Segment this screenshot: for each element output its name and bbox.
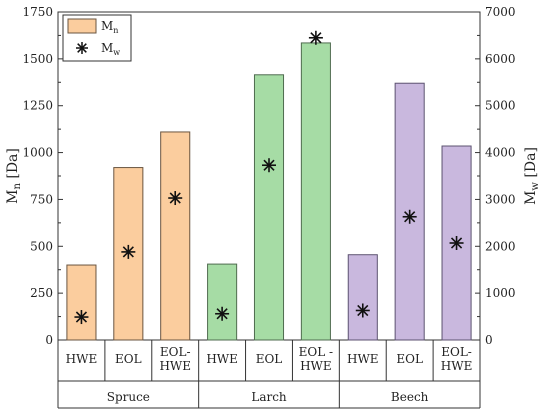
left-tick-label: 500 [30, 239, 53, 253]
bar-mn [253, 74, 285, 341]
legend-label-mw: Mw [101, 41, 120, 57]
x-category-labels: Spruce HWE EOL EOL-HWE Larch HWE EOL EOL -HWE Be… [57, 340, 481, 409]
category-label: HWE [206, 352, 238, 366]
group-label: Beech [391, 390, 429, 404]
bar-series [66, 42, 472, 341]
bar-mn [160, 131, 191, 341]
marker-mw [215, 306, 230, 321]
bar-mn [347, 254, 378, 341]
left-y-axis: 0 250 500 750 1000 1250 1500 1750 [22, 5, 63, 347]
marker-mw [121, 244, 136, 259]
legend-marker-mw [76, 42, 88, 54]
marker-mw [449, 236, 464, 251]
marker-mw [262, 158, 276, 173]
right-tick-label: 3000 [485, 192, 516, 206]
marker-mw [355, 303, 370, 318]
marker-mw [74, 310, 89, 325]
axis-titles: Mn [Da] Mw [Da] [5, 147, 541, 205]
marker-mw [168, 191, 183, 206]
right-tick-label: 1000 [485, 286, 516, 300]
group-label: Larch [251, 390, 287, 404]
group-label: Spruce [107, 390, 150, 404]
marker-mw [402, 209, 417, 224]
left-tick-label: 1500 [22, 52, 53, 66]
right-tick-label: 2000 [485, 239, 516, 253]
left-tick-label: 1750 [22, 5, 53, 19]
right-tick-label: 7000 [485, 5, 516, 19]
left-tick-label: 0 [45, 333, 53, 347]
right-axis-title: Mw [Da] [523, 147, 541, 205]
marker-mw [308, 30, 323, 45]
left-tick-label: 250 [30, 286, 53, 300]
right-y-axis: 0 1000 2000 3000 4000 5000 6000 7000 [475, 5, 516, 347]
right-tick-label: 6000 [485, 52, 516, 66]
category-label: EOL [396, 352, 423, 366]
left-tick-label: 1000 [22, 146, 53, 160]
legend-swatch-mn [67, 18, 97, 34]
right-tick-label: 4000 [485, 146, 516, 160]
bar-mn [66, 264, 97, 341]
category-label: HWE [66, 352, 98, 366]
bar-mn [300, 42, 331, 341]
category-label: EOL [115, 352, 142, 366]
legend-label-mn: Mn [101, 19, 118, 35]
left-tick-label: 750 [30, 192, 53, 206]
category-label: EOL [256, 352, 283, 366]
right-tick-label: 0 [485, 333, 493, 347]
marker-series [74, 30, 464, 325]
bar-mn [207, 263, 238, 341]
category-label: HWE [347, 352, 379, 366]
category-label: EOL-HWE [159, 345, 191, 373]
category-label: EOL -HWE [299, 345, 333, 373]
category-label: EOL-HWE [441, 345, 473, 373]
right-tick-label: 5000 [485, 99, 516, 113]
left-axis-title: Mn [Da] [5, 148, 23, 204]
left-tick-label: 1250 [22, 99, 53, 113]
legend: Mn Mw [62, 14, 132, 62]
